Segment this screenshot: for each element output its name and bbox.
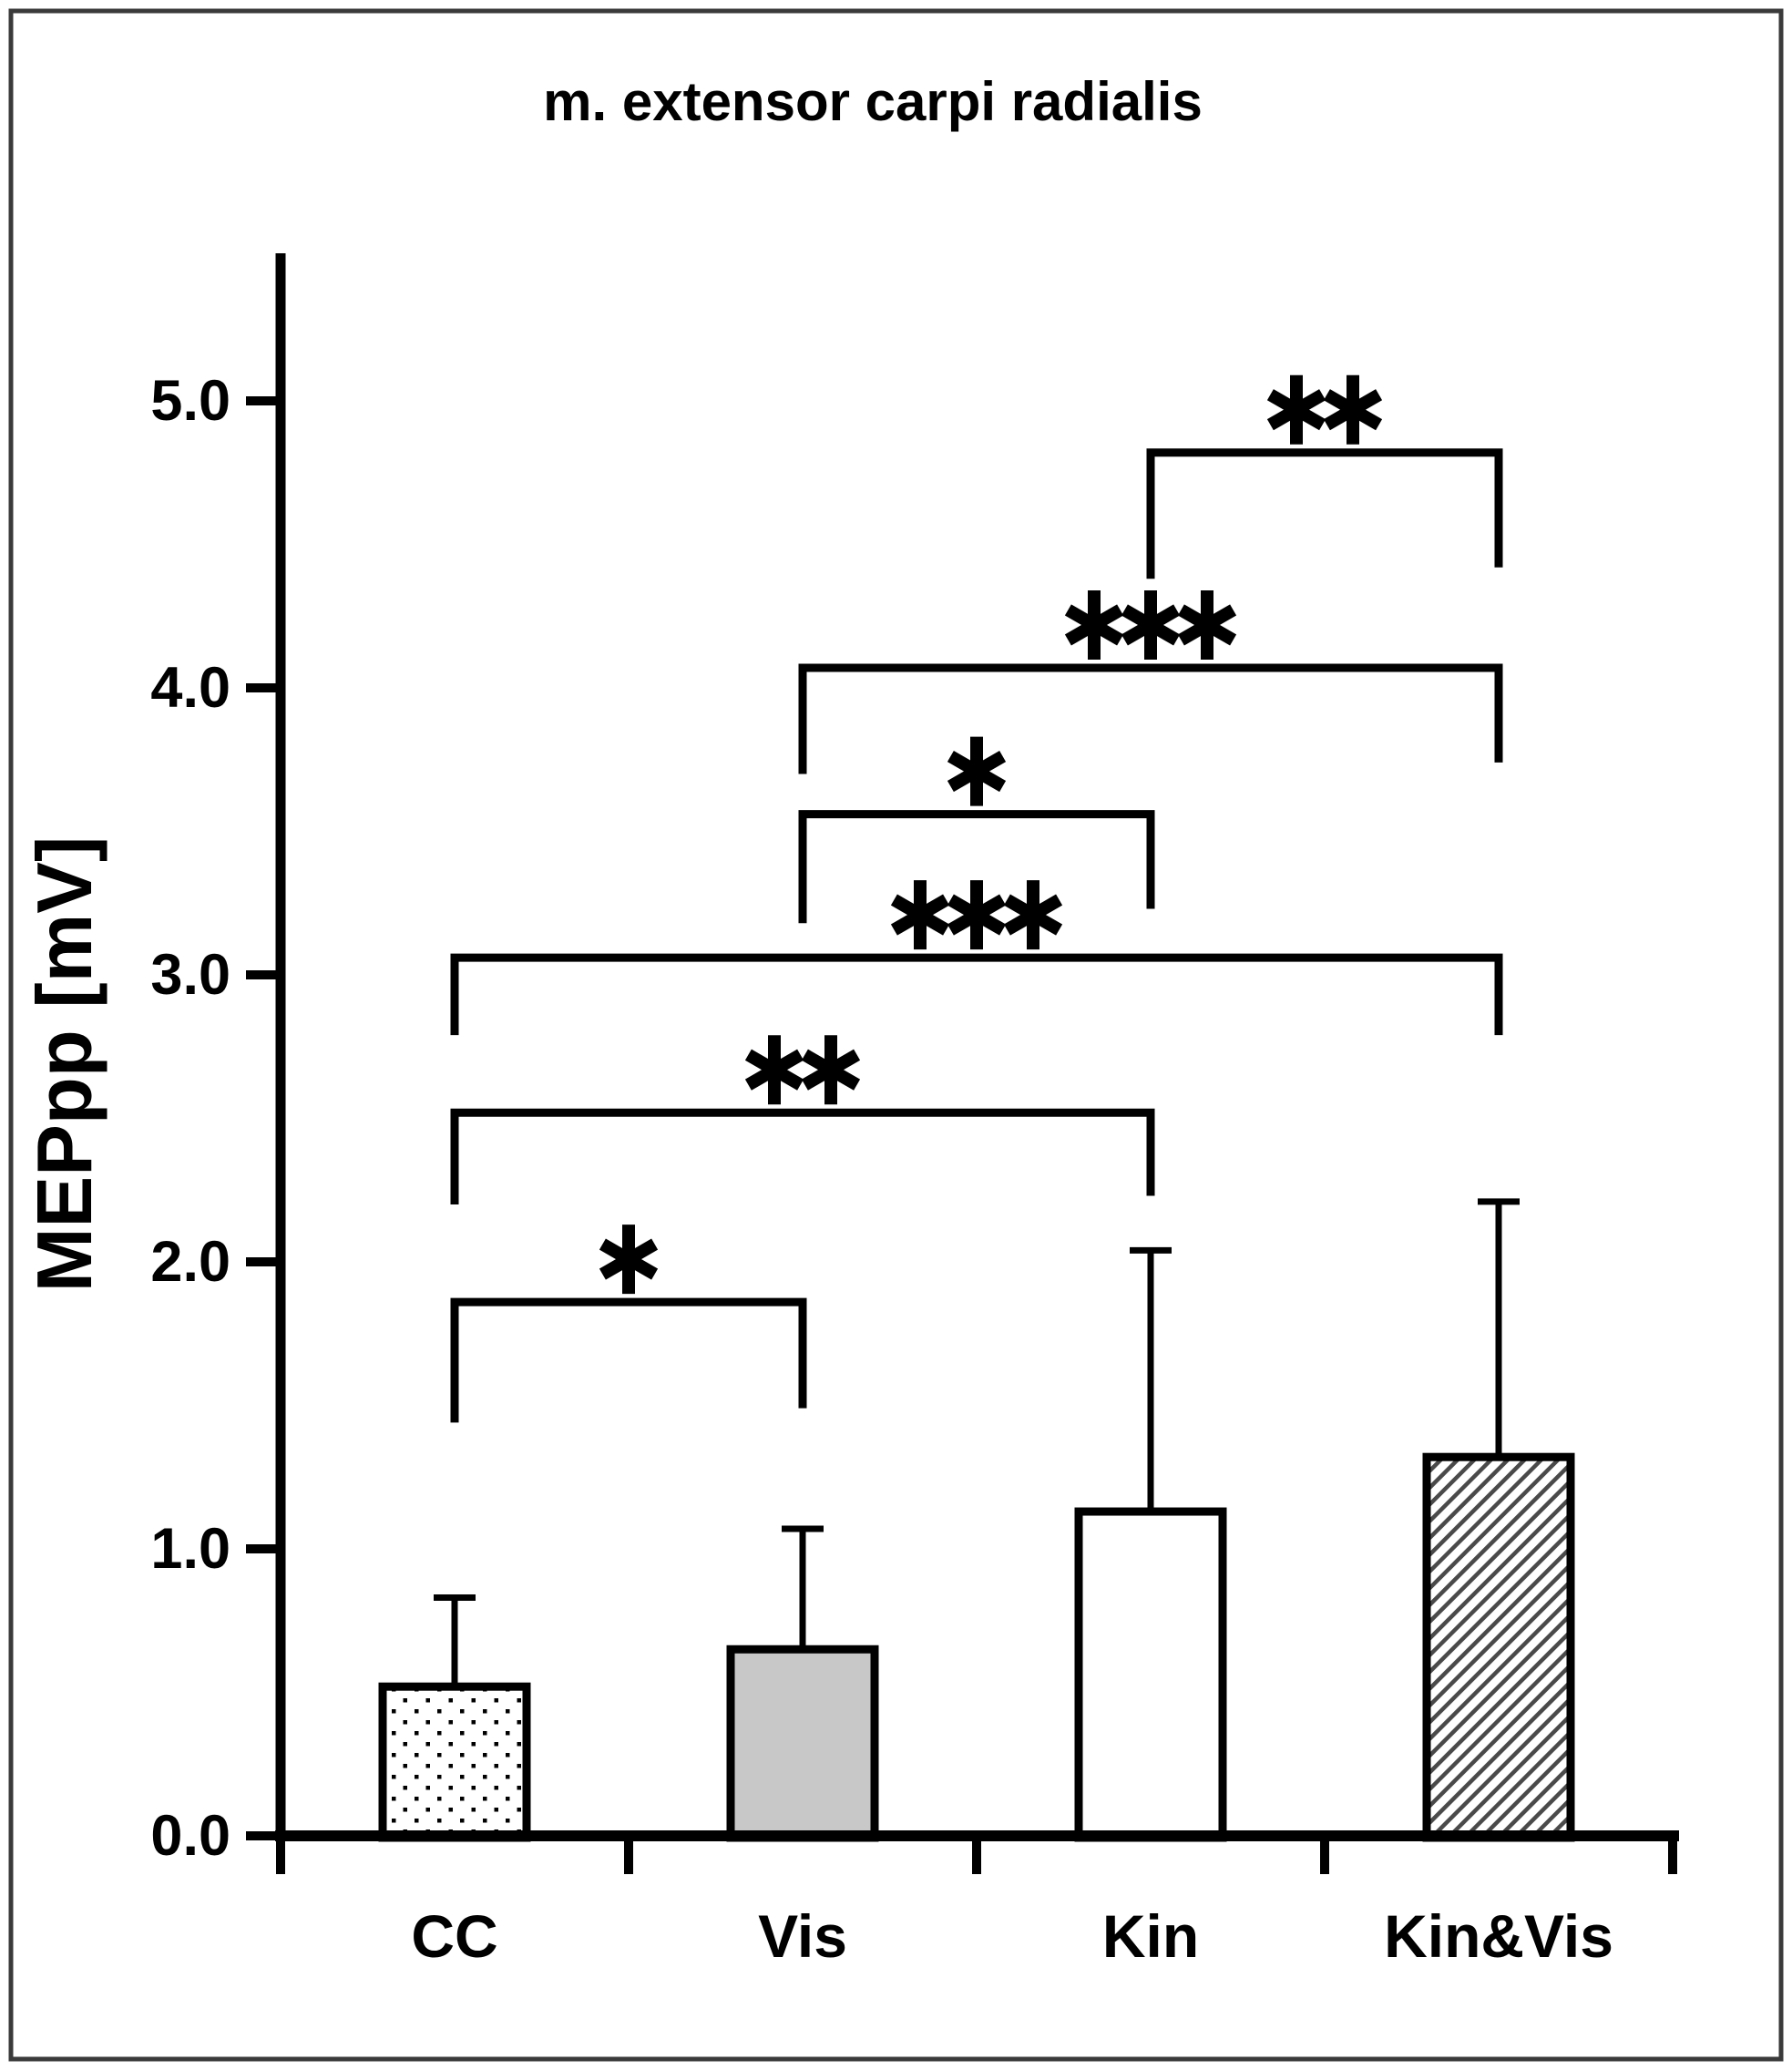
x-category-label-kin: Kin	[1102, 1902, 1199, 1970]
significance-stars-layer	[599, 374, 1383, 1295]
bar-cc	[378, 1682, 531, 1842]
y-tick-label-4: 4.0	[150, 656, 230, 720]
significance-bracket-cc-kin	[450, 1108, 1155, 1204]
significance-stars-vis-kin-1	[947, 736, 1007, 806]
figure-border	[8, 8, 1784, 2062]
significance-stars-kin-kinvis-2	[1266, 374, 1383, 445]
asterisk-arm	[1003, 894, 1063, 936]
significance-bracket-cc-kinvis	[450, 953, 1503, 1036]
error-bars-layer	[434, 1198, 1520, 1687]
x-category-label-kinvis: Kin&Vis	[1384, 1902, 1613, 1970]
axes	[246, 253, 1679, 1874]
asterisk-arm	[947, 751, 1007, 793]
x-category-labels: CC Vis Kin Kin&Vis	[411, 1902, 1613, 1970]
significance-bracket-vis-kin	[798, 810, 1155, 924]
x-category-label-vis: Vis	[758, 1902, 847, 1970]
asterisk-arm	[1121, 604, 1181, 646]
x-category-label-cc: CC	[411, 1902, 497, 1970]
y-tick-label-1: 1.0	[150, 1517, 230, 1581]
bar-kinvis	[1422, 1452, 1575, 1842]
significance-bracket-vis-kinvis	[798, 663, 1503, 774]
significance-stars-vis-kinvis-3	[1064, 589, 1237, 660]
bar-kin	[1074, 1507, 1227, 1842]
y-tick-label-0: 0.0	[150, 1804, 230, 1868]
significance-stars-cc-kinvis-3	[890, 880, 1063, 950]
asterisk-arm	[890, 894, 950, 936]
asterisk-arm	[1177, 604, 1237, 646]
asterisk-arm	[1323, 389, 1383, 431]
significance-bracket-kin-kinvis	[1146, 448, 1503, 579]
asterisk-arm	[744, 1049, 804, 1091]
asterisk-arm	[1266, 389, 1326, 431]
y-tick-label-3: 3.0	[150, 943, 230, 1007]
chart-title: m. extensor carpi radialis	[543, 71, 1203, 132]
y-tick-label-2: 2.0	[150, 1230, 230, 1294]
significance-stars-cc-vis-1	[599, 1225, 659, 1295]
significance-stars-cc-kin-2	[744, 1035, 861, 1105]
asterisk-arm	[947, 894, 1007, 936]
significance-bracket-cc-vis	[450, 1297, 807, 1423]
y-axis-label: MEPpp [mV]	[22, 836, 108, 1293]
y-tick-labels: 0.0 1.0 2.0 3.0 4.0 5.0	[150, 369, 230, 1868]
significance-brackets-layer	[450, 448, 1503, 1423]
asterisk-arm	[599, 1238, 659, 1280]
bar-vis	[726, 1645, 879, 1842]
y-tick-label-5: 5.0	[150, 369, 230, 433]
asterisk-arm	[801, 1049, 861, 1091]
bars-layer	[378, 1452, 1575, 1842]
asterisk-arm	[1064, 604, 1124, 646]
